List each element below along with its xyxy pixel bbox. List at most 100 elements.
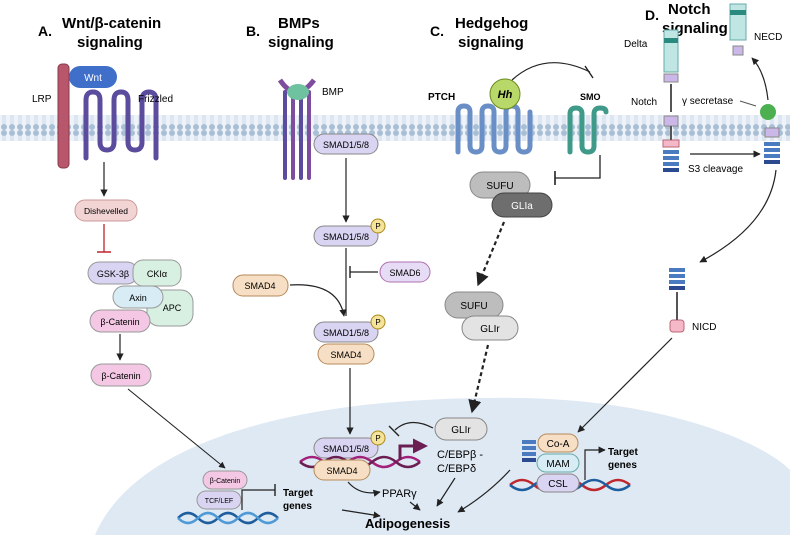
phospho-3-label: P <box>375 434 380 443</box>
axin-label: Axin <box>129 293 147 303</box>
panel-a-letter: A. <box>38 23 52 39</box>
phospho-2 <box>370 314 386 330</box>
panel-c-title: C. Hedgehog signaling <box>430 15 528 51</box>
notch-label: Notch <box>631 97 657 108</box>
hedgehog-pathway: PTCH Hh SMO SUFU GLIa SUFU GLIr GLIr <box>388 62 609 441</box>
adipogenesis-label: Adipogenesis <box>365 516 450 531</box>
smo-receptor <box>567 105 609 155</box>
arrow-ppar-adipo <box>409 501 421 511</box>
phospho-1 <box>370 218 386 234</box>
wnt-target-line2: genes <box>283 501 312 512</box>
smad6-node <box>379 261 431 283</box>
wnt-dna <box>177 511 279 525</box>
wnt-ligand <box>69 66 117 88</box>
phospho-2-label: P <box>375 318 380 327</box>
ptch-receptor <box>455 103 533 155</box>
notch-target-line2: genes <box>608 460 637 471</box>
cell-membrane <box>0 115 790 141</box>
necd-fragment <box>729 3 747 56</box>
notch-receptor <box>662 115 680 172</box>
glir-inhibit-bar <box>388 425 400 437</box>
notch-target-line1: Target <box>608 447 638 458</box>
panel-a-title: A. Wnt/β-catenin signaling <box>38 15 161 51</box>
bcatenin-free-node <box>90 363 152 387</box>
notch-nuclear-complex <box>522 440 536 462</box>
gamma-secretase-label: γ secretase <box>682 96 734 107</box>
adipogenesis-outputs: C/EBPβ - C/EBPδ PPARγ Adipogenesis <box>341 449 511 531</box>
arrow-glir-nucleus <box>468 344 490 414</box>
glia-node <box>491 192 553 218</box>
arrow-notch-adipo <box>457 469 511 513</box>
cebp-line1: C/EBPβ - <box>437 449 483 461</box>
smad158-receptor-label: SMAD1/5/8 <box>323 140 369 150</box>
phospho-1-label: P <box>375 222 380 231</box>
panel-d-title: D. Notch signaling <box>645 1 728 37</box>
frizzled-label: Frizzled <box>138 94 173 105</box>
bcatenin-complex-node <box>89 309 151 333</box>
glir-nuclear-node <box>434 417 488 441</box>
arrow-nicd-nucleus <box>577 337 673 433</box>
lrp-label: LRP <box>32 94 52 105</box>
necd-label: NECD <box>754 32 782 43</box>
smad6-label: SMAD6 <box>389 268 420 278</box>
panel-b-title: B. BMPs signaling <box>246 15 334 51</box>
smad4-complex-label: SMAD4 <box>330 350 361 360</box>
glir-inhibit-smad <box>394 421 434 431</box>
ppar-label: PPARγ <box>382 488 417 500</box>
lrp-receptor <box>57 63 70 169</box>
nicd-label: NICD <box>692 322 716 333</box>
panel-b-letter: B. <box>246 23 260 39</box>
csl-node <box>536 473 580 493</box>
ck1a-label: CKIα <box>147 269 167 279</box>
cebp-line2: C/EBPδ <box>437 463 476 475</box>
sufu-top-label: SUFU <box>486 181 513 192</box>
arrow-smad4-join <box>289 284 347 317</box>
arrow-cebp-promoter <box>398 438 428 460</box>
tcf-lef-node <box>196 490 242 510</box>
bcatenin-nuclear-node <box>202 470 248 490</box>
wnt-target-inhibit <box>241 489 275 510</box>
wnt-dna-strand2 <box>177 511 279 525</box>
glir-mid-label: GLIr <box>480 324 500 335</box>
smad4-label: SMAD4 <box>244 281 275 291</box>
ptch-inhibit-smo <box>511 62 591 81</box>
smad158-complex-label: SMAD1/5/8 <box>323 328 369 338</box>
arrow-cebp-adipo <box>436 477 456 507</box>
panel-c-title-line1: Hedgehog <box>455 15 528 32</box>
bmp-label: BMP <box>322 87 344 98</box>
panel-c-letter: C. <box>430 23 444 39</box>
bcatenin-free-label: β-Catenin <box>101 371 140 381</box>
dishevelled-label: Dishevelled <box>84 206 128 216</box>
bmp-ligand <box>287 84 309 100</box>
notch-target-arrow <box>584 446 606 480</box>
smad158-p-label: SMAD1/5/8 <box>323 232 369 242</box>
wnt-label: Wnt <box>84 73 102 84</box>
mam-node <box>536 453 580 473</box>
smo-label: SMO <box>580 92 601 102</box>
s3-cleavage-label: S3 cleavage <box>688 164 743 175</box>
notch-pathway: Delta Notch NECD γ secretase S3 c <box>509 3 782 493</box>
smad158-complex-node <box>313 321 379 343</box>
smad4-nuclear-node <box>313 459 371 481</box>
ptch-inhibit-bar <box>584 65 594 79</box>
panel-d-letter: D. <box>645 7 659 23</box>
dishevelled-node <box>74 199 138 222</box>
smad4-nuclear-label: SMAD4 <box>326 466 357 476</box>
apc-label: APC <box>163 303 182 313</box>
panel-b-title-line2: signaling <box>268 34 334 51</box>
frizzled-receptor <box>83 89 159 161</box>
phospho-3 <box>370 430 386 446</box>
nucleus <box>95 397 790 535</box>
sufu-mid-label: SUFU <box>460 301 487 312</box>
csl-label: CSL <box>548 479 568 490</box>
panel-c-title-line2: signaling <box>458 34 524 51</box>
arrow-to-nicd <box>699 169 777 263</box>
glia-label: GLIa <box>511 201 533 212</box>
wnt-pathway: LRP Wnt Frizzled Dishevelled GSK-3β CKIα… <box>32 63 313 525</box>
smad158-nuclear-node <box>313 437 379 459</box>
panel-a-title-line1: Wnt/β-catenin <box>62 15 161 32</box>
arrow-smad-ppar <box>347 481 381 497</box>
panel-d-title-line1: Notch <box>668 1 711 18</box>
